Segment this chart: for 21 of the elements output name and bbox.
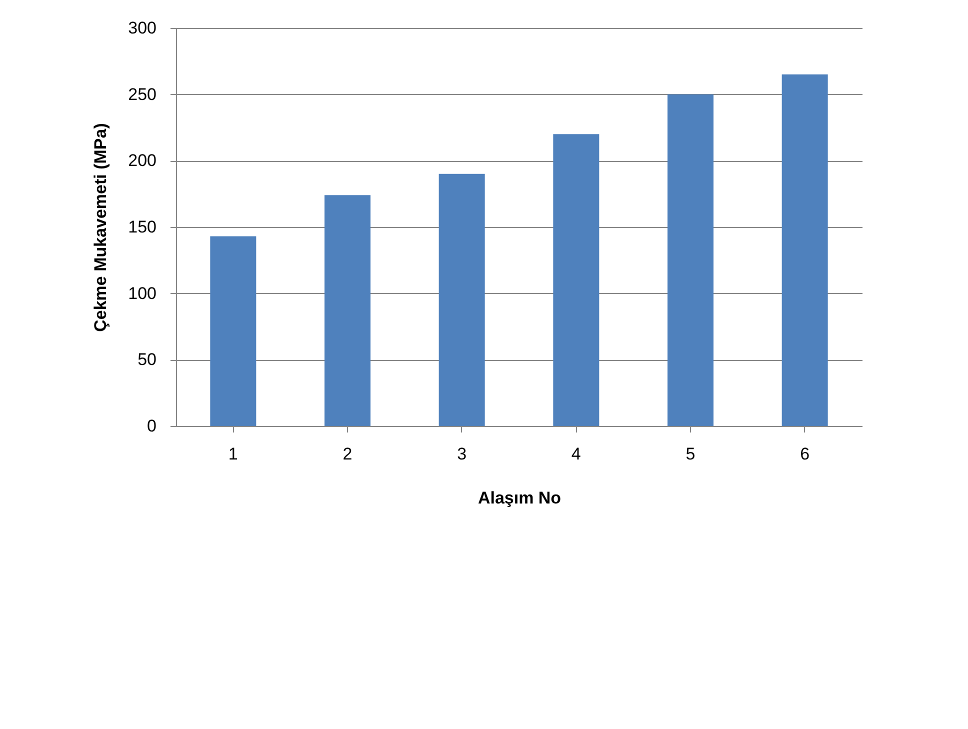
x-tick-label: 4 (571, 444, 581, 464)
x-axis-title: Alaşım No (478, 488, 562, 508)
x-tick-label: 5 (686, 444, 696, 464)
y-tick-label: 50 (138, 350, 156, 370)
x-tick-label: 2 (342, 444, 352, 464)
y-tick-label: 200 (128, 151, 156, 170)
x-tick-label: 1 (228, 444, 238, 464)
y-tick-label: 250 (128, 84, 156, 104)
bar (782, 74, 828, 426)
y-tick-label: 100 (128, 284, 156, 303)
x-tick-label: 6 (800, 444, 810, 464)
y-tick-label: 0 (147, 416, 156, 436)
bar (668, 94, 714, 426)
bar (210, 236, 256, 426)
x-tick-label: 3 (457, 444, 467, 464)
bar (438, 174, 485, 426)
bar (553, 134, 600, 426)
y-tick-label: 300 (128, 18, 156, 38)
y-axis-title: Çekme Mukavemeti (MPa) (91, 123, 110, 332)
bar (324, 195, 370, 426)
y-tick-label: 150 (128, 218, 156, 236)
